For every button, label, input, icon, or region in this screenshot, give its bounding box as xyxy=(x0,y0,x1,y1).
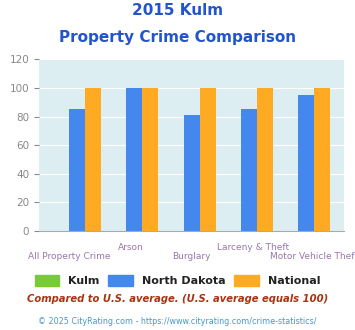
Bar xyxy=(298,95,315,231)
Text: Compared to U.S. average. (U.S. average equals 100): Compared to U.S. average. (U.S. average … xyxy=(27,294,328,304)
Bar xyxy=(184,115,200,231)
Text: 2015 Kulm: 2015 Kulm xyxy=(132,3,223,18)
Bar xyxy=(85,88,101,231)
Text: Burglary: Burglary xyxy=(173,252,211,261)
Bar xyxy=(257,88,273,231)
Text: All Property Crime: All Property Crime xyxy=(28,252,111,261)
Bar xyxy=(69,110,85,231)
Text: © 2025 CityRating.com - https://www.cityrating.com/crime-statistics/: © 2025 CityRating.com - https://www.city… xyxy=(38,317,317,326)
Text: Motor Vehicle Theft: Motor Vehicle Theft xyxy=(270,252,355,261)
Bar xyxy=(315,88,331,231)
Bar xyxy=(241,110,257,231)
Bar xyxy=(142,88,158,231)
Text: Arson: Arson xyxy=(118,243,143,251)
Text: Property Crime Comparison: Property Crime Comparison xyxy=(59,30,296,45)
Legend: Kulm, North Dakota, National: Kulm, North Dakota, National xyxy=(29,270,326,292)
Text: Larceny & Theft: Larceny & Theft xyxy=(217,243,289,251)
Bar xyxy=(126,88,142,231)
Bar xyxy=(200,88,216,231)
